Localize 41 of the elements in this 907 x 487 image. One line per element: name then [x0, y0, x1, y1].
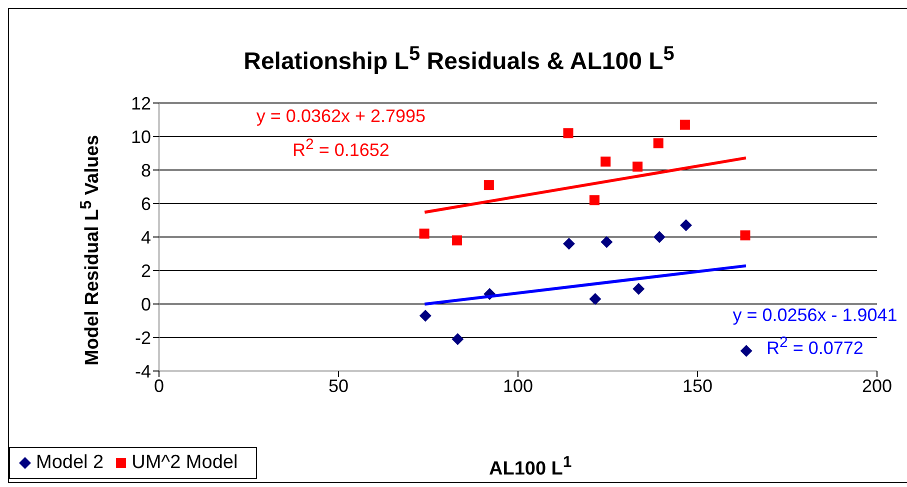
- annotation: R$^{2}$ = 0.0772: [766, 334, 864, 359]
- y-tick-label: 6: [140, 194, 151, 214]
- chart-title: Relationship L$^{5}$ Residuals & AL100 L$^{5}$: [242, 43, 676, 76]
- point: [632, 162, 643, 172]
- point: [589, 292, 602, 305]
- annotation: R$^{2}$ = 0.1652: [292, 136, 390, 161]
- point: [632, 282, 645, 295]
- point: [740, 230, 750, 240]
- point: [484, 180, 494, 190]
- point: [600, 236, 613, 248]
- point: [419, 228, 430, 239]
- annotation: y = 0.0256x - 1.9041: [732, 305, 898, 326]
- y-tick-label: 0: [140, 294, 151, 314]
- x-tick-label: 0: [154, 376, 164, 396]
- y-tick-label: 2: [140, 260, 151, 281]
- y-tick-label: 12: [130, 93, 151, 114]
- x-tick-label: 100: [502, 376, 534, 396]
- point: [653, 231, 666, 243]
- point: [680, 219, 692, 232]
- y-tick-label: 10: [130, 126, 151, 147]
- point: [680, 120, 690, 130]
- point: [452, 333, 464, 346]
- y-tick-label: -4: [134, 361, 151, 382]
- point: [563, 128, 574, 138]
- y-tick-label: 4: [140, 227, 151, 248]
- legend-label: Model 2: [35, 452, 104, 474]
- x-tick-label: 50: [328, 376, 349, 396]
- point: [589, 195, 600, 206]
- x-tick-label: 150: [682, 376, 713, 396]
- x-axis-title: AL100 L$^{1}$: [489, 454, 572, 480]
- point: [419, 310, 432, 322]
- annotation: y = 0.0362x + 2.7995: [255, 106, 427, 127]
- point: [653, 138, 664, 148]
- legend-label: UM^2 Model: [130, 452, 238, 474]
- y-tick-label: 8: [140, 160, 151, 180]
- point: [562, 238, 575, 250]
- y-tick-label: -2: [134, 328, 151, 348]
- x-tick-label: 200: [862, 376, 892, 396]
- point: [740, 344, 752, 357]
- point: [452, 235, 462, 246]
- point: [600, 156, 611, 167]
